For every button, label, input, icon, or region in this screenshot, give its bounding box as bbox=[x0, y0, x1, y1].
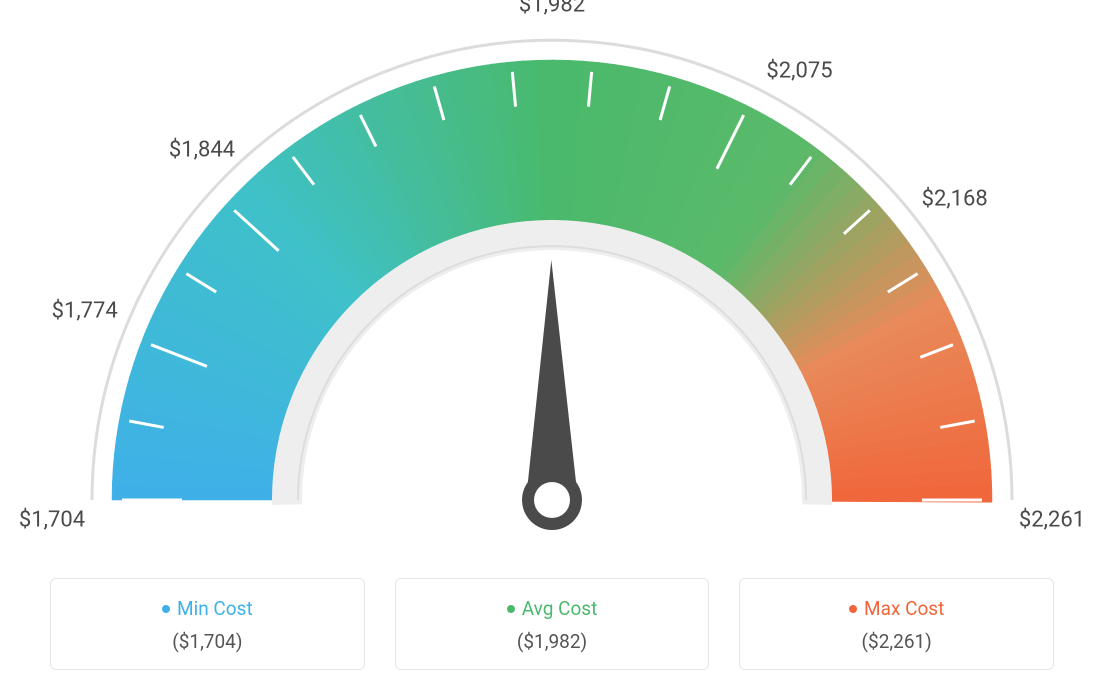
legend-avg-dot bbox=[507, 605, 515, 613]
legend-avg-value: ($1,982) bbox=[406, 630, 699, 653]
legend-max-value: ($2,261) bbox=[750, 630, 1043, 653]
legend-max-dot bbox=[849, 605, 857, 613]
gauge-tick-label: $2,261 bbox=[1019, 508, 1085, 533]
gauge-svg bbox=[0, 0, 1104, 560]
legend-avg-label: Avg Cost bbox=[522, 597, 598, 620]
legend-max-label: Max Cost bbox=[864, 597, 944, 620]
gauge-tick-label: $1,982 bbox=[519, 0, 585, 18]
legend-min-title: Min Cost bbox=[162, 597, 253, 620]
legend-min: Min Cost ($1,704) bbox=[50, 578, 365, 670]
legend-avg: Avg Cost ($1,982) bbox=[395, 578, 710, 670]
gauge-tick-label: $2,075 bbox=[766, 59, 832, 84]
gauge-area: $1,704 $1,774 $1,844 $1,982 $2,075 $2,168 $2,2… bbox=[0, 0, 1104, 560]
legend-min-label: Min Cost bbox=[177, 597, 253, 620]
legend-row: Min Cost ($1,704) Avg Cost ($1,982) Max … bbox=[50, 578, 1054, 670]
gauge-tick-label: $2,168 bbox=[922, 186, 988, 211]
legend-min-value: ($1,704) bbox=[61, 630, 354, 653]
gauge-tick-label: $1,704 bbox=[19, 508, 85, 533]
gauge-chart-container: $1,704 $1,774 $1,844 $1,982 $2,075 $2,168 $2,2… bbox=[0, 0, 1104, 690]
legend-min-dot bbox=[162, 605, 170, 613]
legend-max-title: Max Cost bbox=[849, 597, 944, 620]
gauge-tick-label: $1,774 bbox=[52, 298, 118, 323]
legend-max: Max Cost ($2,261) bbox=[739, 578, 1054, 670]
legend-avg-title: Avg Cost bbox=[507, 597, 598, 620]
gauge-tick-label: $1,844 bbox=[169, 137, 235, 162]
